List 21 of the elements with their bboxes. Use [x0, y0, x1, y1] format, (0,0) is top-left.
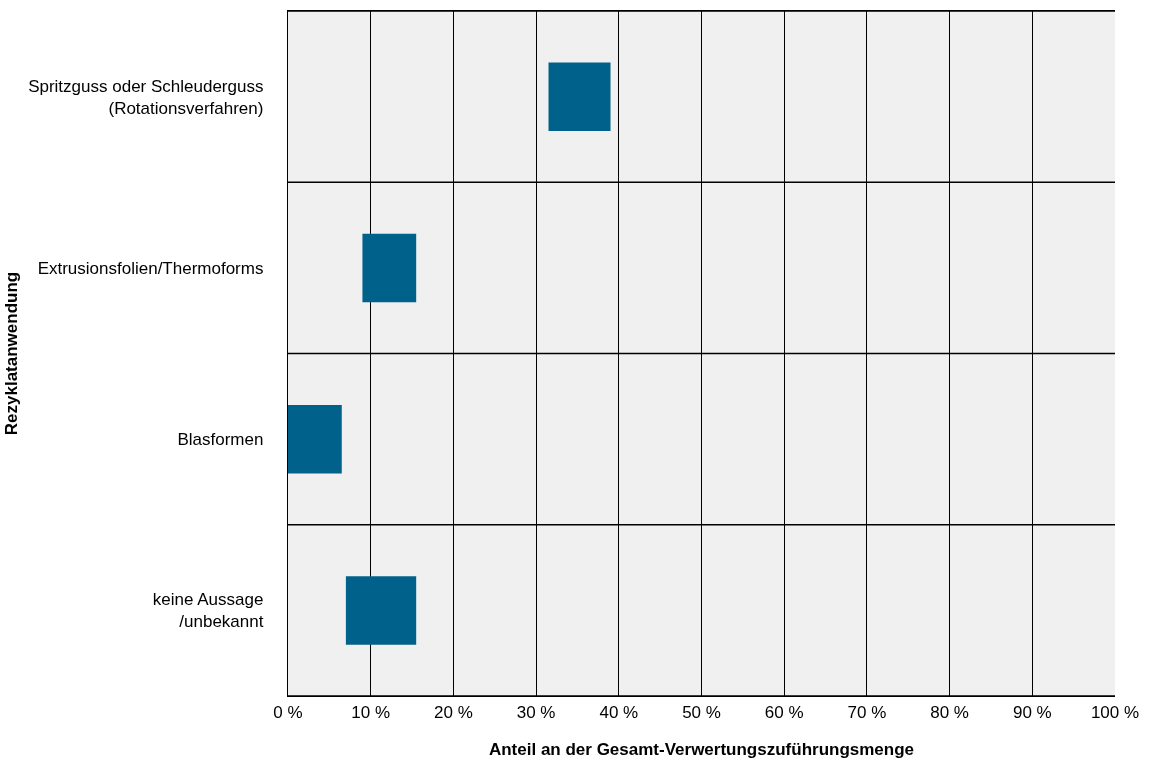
y-tick-label: Spritzguss oder Schleuderguss (Rotationsverfahren) [28, 76, 264, 118]
x-tick-label: 0 % [273, 702, 303, 722]
y-tick-label: Extrusionsfolien/Thermoforms [37, 258, 264, 278]
x-tick-label: 50 % [682, 702, 721, 722]
x-tick-label: 30 % [516, 702, 556, 722]
x-tick-label: 20 % [434, 702, 473, 722]
x-tick-label: 70 % [847, 702, 887, 722]
y-tick-label: Blasformen [177, 430, 264, 450]
x-axis-title: Anteil an der Gesamt-Verwertungszuführungsmenge [488, 739, 915, 759]
x-tick-label: 40 % [599, 702, 639, 722]
x-tick-label: 60 % [764, 702, 804, 722]
x-tick-label: 10 % [351, 702, 391, 722]
bar [362, 233, 417, 303]
bar [548, 62, 611, 131]
bar [345, 576, 417, 645]
y-axis-title: Rezyklatanwendung [1, 271, 21, 436]
x-tick-label: 100 % [1090, 702, 1140, 722]
bar [288, 404, 342, 474]
y-tick-label: keine Aussage /unbekannt [152, 590, 264, 632]
x-tick-label: 80 % [930, 702, 969, 722]
x-tick-label: 90 % [1012, 702, 1052, 722]
